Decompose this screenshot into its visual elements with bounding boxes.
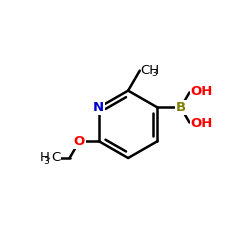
Text: C: C [51, 151, 60, 164]
Text: N: N [93, 101, 104, 114]
Text: B: B [176, 101, 186, 114]
Text: 3: 3 [43, 157, 48, 166]
Text: OH: OH [190, 86, 213, 98]
Text: H: H [40, 151, 49, 164]
Text: 3: 3 [152, 69, 158, 78]
Text: CH: CH [140, 64, 160, 76]
Text: O: O [74, 135, 85, 148]
Text: OH: OH [190, 116, 213, 130]
